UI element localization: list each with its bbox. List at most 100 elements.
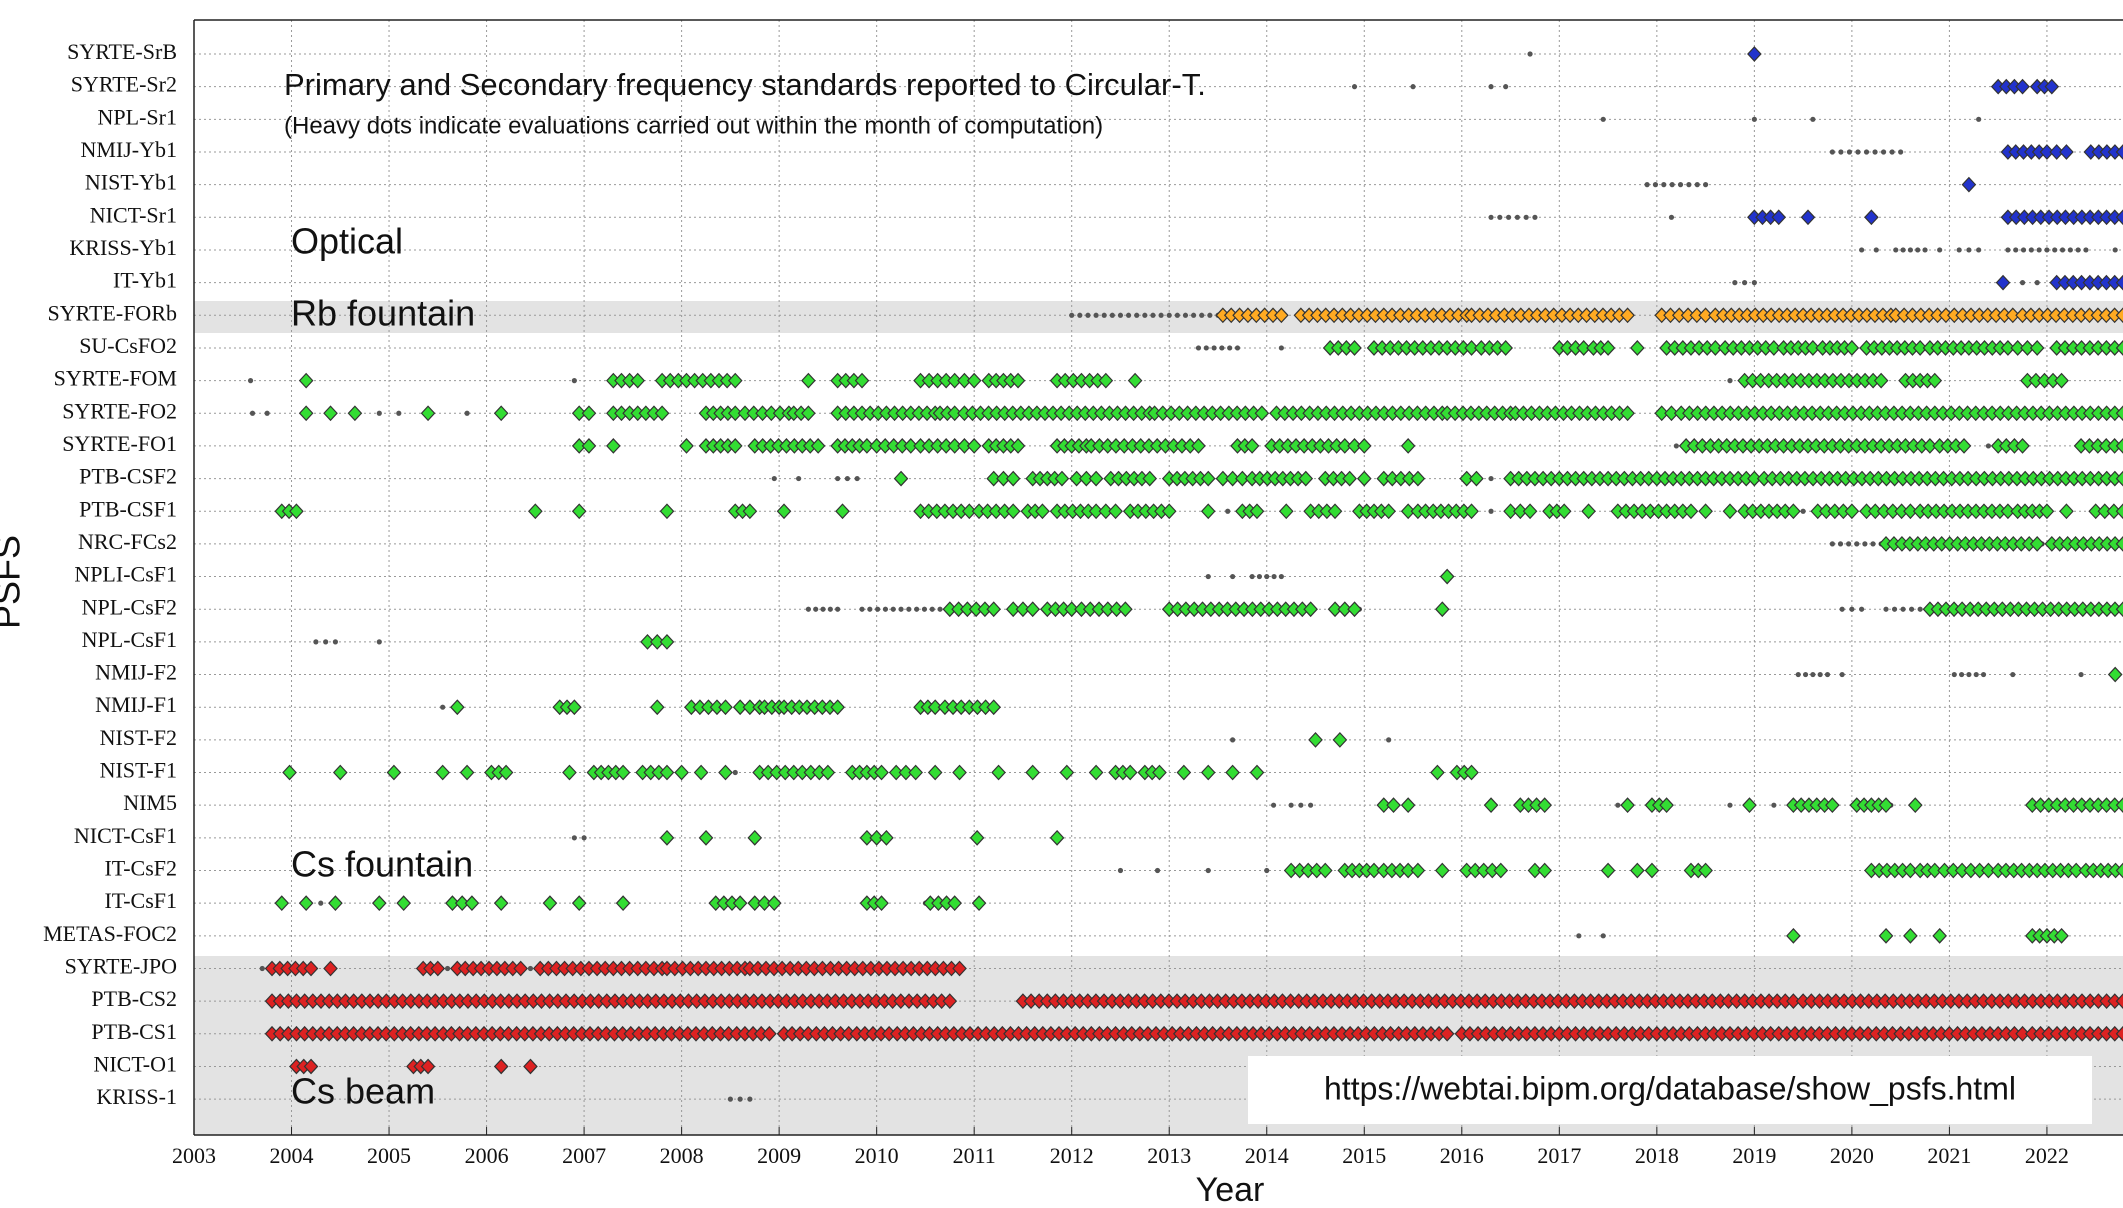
heavy-dot xyxy=(1118,601,1133,618)
heavy-dot xyxy=(1620,307,1635,324)
heavy-run xyxy=(1069,470,1104,487)
heavy-run xyxy=(957,405,1158,422)
x-tick-label: 2014 xyxy=(1245,1143,1289,1168)
heavy-dot xyxy=(303,1058,319,1075)
heavy-dot xyxy=(1356,470,1372,487)
heavy-dot xyxy=(2115,536,2123,552)
light-dot xyxy=(376,410,382,416)
x-tick-label: 2004 xyxy=(270,1143,314,1168)
heavy-dot xyxy=(493,1058,509,1075)
heavy-dot xyxy=(2054,927,2069,944)
x-tick-label: 2020 xyxy=(1830,1143,1874,1168)
heavy-dot xyxy=(1225,470,1240,487)
heavy-dot xyxy=(1698,862,1713,879)
light-dot xyxy=(2075,247,2081,253)
heavy-dot xyxy=(820,764,836,781)
light-dot xyxy=(747,1096,753,1102)
light-dot xyxy=(396,410,402,416)
x-tick-label: 2017 xyxy=(1537,1143,1581,1168)
heavy-run xyxy=(888,764,923,781)
heavy-run xyxy=(2000,209,2123,226)
heavy-run xyxy=(552,699,582,716)
heavy-dot xyxy=(571,405,587,422)
light-dot xyxy=(937,606,943,612)
heavy-run xyxy=(1795,993,2123,1010)
heavy-run xyxy=(1654,307,1713,324)
light-dot xyxy=(1207,312,1213,318)
light-dot xyxy=(2028,247,2034,253)
light-dot xyxy=(1898,149,1904,155)
heavy-run xyxy=(2010,340,2045,356)
light-run xyxy=(1195,345,1241,351)
heavy-dot xyxy=(1025,601,1041,618)
row-label: IT-CsF1 xyxy=(104,888,177,913)
heavy-dot xyxy=(957,438,972,454)
annotation: Optical xyxy=(291,221,403,262)
row-label: NPLI-CsF1 xyxy=(74,562,177,587)
heavy-dot xyxy=(1747,46,1762,62)
heavy-run xyxy=(1376,470,1426,487)
heavy-run xyxy=(752,764,836,781)
heavy-run xyxy=(1347,438,1372,454)
light-dot xyxy=(1863,149,1870,155)
light-dot xyxy=(727,1096,733,1102)
light-dot xyxy=(1652,182,1659,188)
heavy-dot xyxy=(1010,372,1026,389)
heavy-dot xyxy=(2000,503,2016,520)
heavy-dot xyxy=(1249,764,1265,781)
heavy-run xyxy=(737,405,797,422)
heavy-dot xyxy=(493,405,509,422)
light-dot xyxy=(844,475,851,482)
light-dot xyxy=(2019,280,2026,286)
x-tick-label: 2003 xyxy=(172,1143,216,1168)
heavy-run xyxy=(2083,144,2123,160)
source-box xyxy=(1248,1056,2092,1124)
heavy-run xyxy=(1859,503,1918,520)
x-tick-label: 2016 xyxy=(1440,1143,1484,1168)
light-dot xyxy=(1846,541,1852,547)
row-label: SYRTE-Sr2 xyxy=(71,72,177,97)
heavy-run xyxy=(1293,307,1474,324)
light-dot xyxy=(444,965,451,972)
heavy-run xyxy=(1552,340,1592,356)
heavy-dot xyxy=(2039,503,2055,520)
light-dot xyxy=(1751,280,1757,286)
heavy-run xyxy=(913,503,977,520)
light-dot xyxy=(571,835,577,841)
heavy-dot xyxy=(1400,797,1416,814)
heavy-run xyxy=(1215,307,1289,324)
heavy-run xyxy=(1932,438,1972,454)
light-dot xyxy=(1870,541,1876,547)
heavy-run xyxy=(2088,503,2123,520)
heavy-dot xyxy=(1410,862,1426,879)
heavy-dot xyxy=(1630,340,1645,356)
heavy-dot xyxy=(1430,764,1445,781)
heavy-dot xyxy=(1956,438,1972,454)
heavy-dot xyxy=(1079,470,1094,487)
heavy-dot xyxy=(776,503,792,520)
heavy-dot xyxy=(1054,470,1070,487)
heavy-dot xyxy=(1512,503,1528,520)
heavy-dot xyxy=(1122,764,1138,781)
x-tick-label: 2021 xyxy=(1927,1143,1971,1168)
heavy-dot xyxy=(742,699,758,716)
heavy-dot xyxy=(2068,862,2084,879)
light-dot xyxy=(1956,247,1962,253)
light-run xyxy=(859,606,943,612)
light-dot xyxy=(805,606,811,612)
row-label: NIST-F2 xyxy=(100,725,177,750)
light-dot xyxy=(1227,345,1233,351)
light-dot xyxy=(906,606,912,612)
light-dot xyxy=(1727,802,1733,808)
heavy-run xyxy=(913,372,962,389)
heavy-dot xyxy=(1805,340,1821,356)
heavy-run xyxy=(684,699,733,716)
row-label: KRISS-1 xyxy=(96,1084,177,1109)
heavy-dot xyxy=(1903,503,1918,520)
heavy-dot xyxy=(2115,307,2123,324)
light-dot xyxy=(2036,247,2042,253)
heavy-dot xyxy=(2115,438,2123,454)
heavy-dot xyxy=(1025,764,1041,781)
light-dot xyxy=(1270,802,1277,808)
light-dot xyxy=(1829,149,1835,155)
